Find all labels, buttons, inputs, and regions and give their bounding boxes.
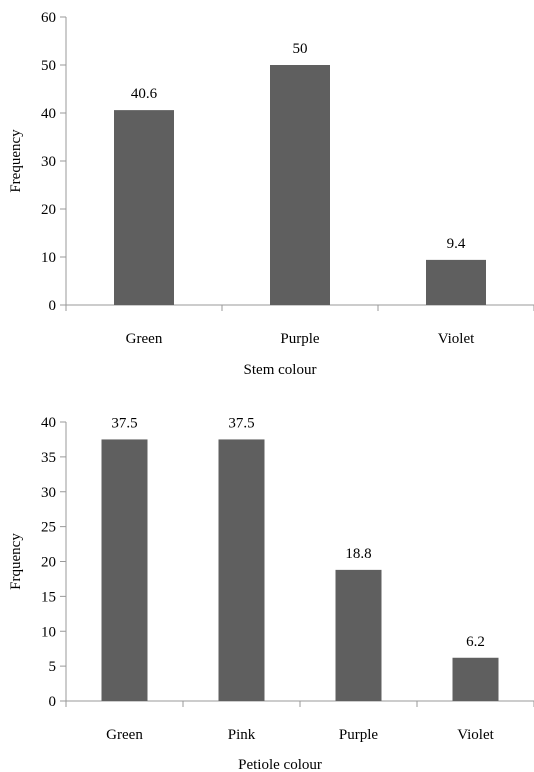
y-tick-label: 0 (49, 694, 57, 710)
bar (114, 110, 174, 306)
x-tick-label: Purple (339, 727, 379, 743)
y-tick-label: 30 (41, 485, 56, 501)
data-label: 40.6 (131, 86, 158, 102)
data-label: 37.5 (111, 415, 137, 431)
bar (426, 259, 486, 305)
x-tick-label: Violet (457, 727, 494, 743)
y-tick-label: 20 (41, 202, 56, 218)
x-axis-title: Petiole colour (238, 757, 322, 772)
y-tick-label: 60 (41, 10, 56, 26)
y-tick-label: 30 (41, 154, 56, 170)
data-label: 50 (293, 41, 308, 57)
y-tick-label: 10 (41, 624, 56, 640)
bar (101, 439, 148, 701)
y-axis-title: Frequency (8, 129, 24, 193)
bar (335, 569, 382, 701)
y-tick-label: 20 (41, 555, 56, 571)
x-tick-label: Green (106, 727, 143, 743)
x-tick-label: Green (126, 331, 163, 347)
x-tick-label: Purple (280, 331, 320, 347)
y-tick-label: 5 (49, 659, 57, 675)
data-label: 18.8 (345, 546, 371, 562)
bar (218, 439, 265, 701)
y-tick-label: 50 (41, 58, 56, 74)
x-tick-label: Pink (228, 727, 256, 743)
y-tick-label: 40 (41, 106, 56, 122)
y-tick-label: 35 (41, 450, 56, 466)
y-tick-label: 25 (41, 520, 56, 536)
y-tick-label: 40 (41, 415, 56, 431)
y-axis-title: Frquency (8, 533, 24, 590)
data-label: 9.4 (447, 236, 466, 252)
data-label: 37.5 (228, 415, 254, 431)
y-tick-label: 0 (49, 298, 57, 314)
petiole-colour-chart: 0 5 10 15 20 25 30 35 40 37.5 Green 37.5 Pink 18.8 Pur… (8, 415, 534, 772)
data-label: 6.2 (466, 634, 485, 650)
y-tick-label: 15 (41, 589, 56, 605)
stem-colour-chart: 0 10 20 30 40 50 60 40.6 Green 50 Purple 9.4 Violet S… (8, 10, 534, 378)
bar (270, 65, 330, 305)
bar (452, 657, 499, 701)
x-axis-title: Stem colour (244, 362, 317, 378)
x-tick-label: Violet (438, 331, 475, 347)
y-tick-label: 10 (41, 250, 56, 266)
